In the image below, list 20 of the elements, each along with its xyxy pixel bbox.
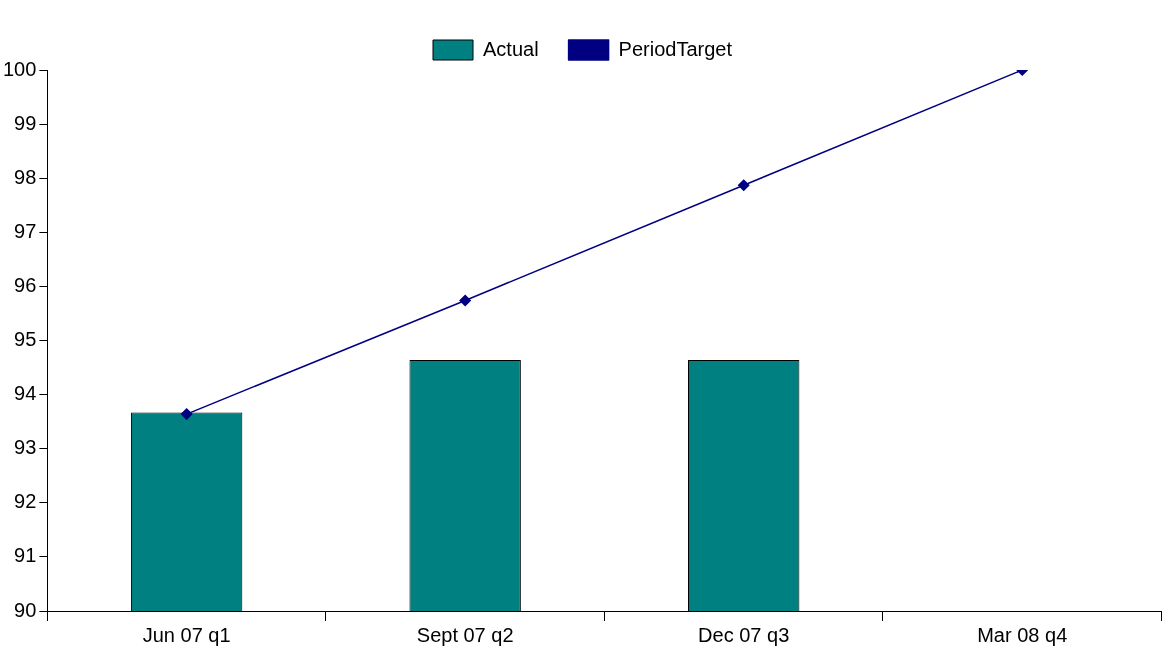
- legend-label: PeriodTarget: [618, 37, 733, 60]
- legend-label: Actual: [483, 37, 539, 60]
- x-tick-label: Mar 08 q4: [977, 623, 1068, 646]
- y-tick-label: 91: [14, 544, 37, 567]
- y-tick-label: 92: [14, 490, 37, 513]
- point: [459, 294, 471, 307]
- y-tick-label: 93: [14, 436, 37, 459]
- point: [180, 408, 193, 420]
- y-tick-label: 98: [14, 165, 37, 188]
- y-tick-label: 96: [14, 273, 37, 296]
- y-tick-label: 99: [14, 111, 37, 134]
- x-tick-label: Jun 07 q1: [142, 623, 231, 646]
- y-tick-label: 97: [14, 219, 37, 242]
- x-tick-label: Dec 07 q3: [698, 623, 790, 646]
- y-tick-label: 94: [14, 382, 37, 405]
- x-tick-label: Sept 07 q2: [416, 623, 514, 646]
- y-tick-label: 90: [14, 598, 37, 621]
- point: [737, 179, 750, 191]
- y-tick-label: 100: [2, 57, 37, 80]
- y-tick-label: 95: [14, 328, 37, 351]
